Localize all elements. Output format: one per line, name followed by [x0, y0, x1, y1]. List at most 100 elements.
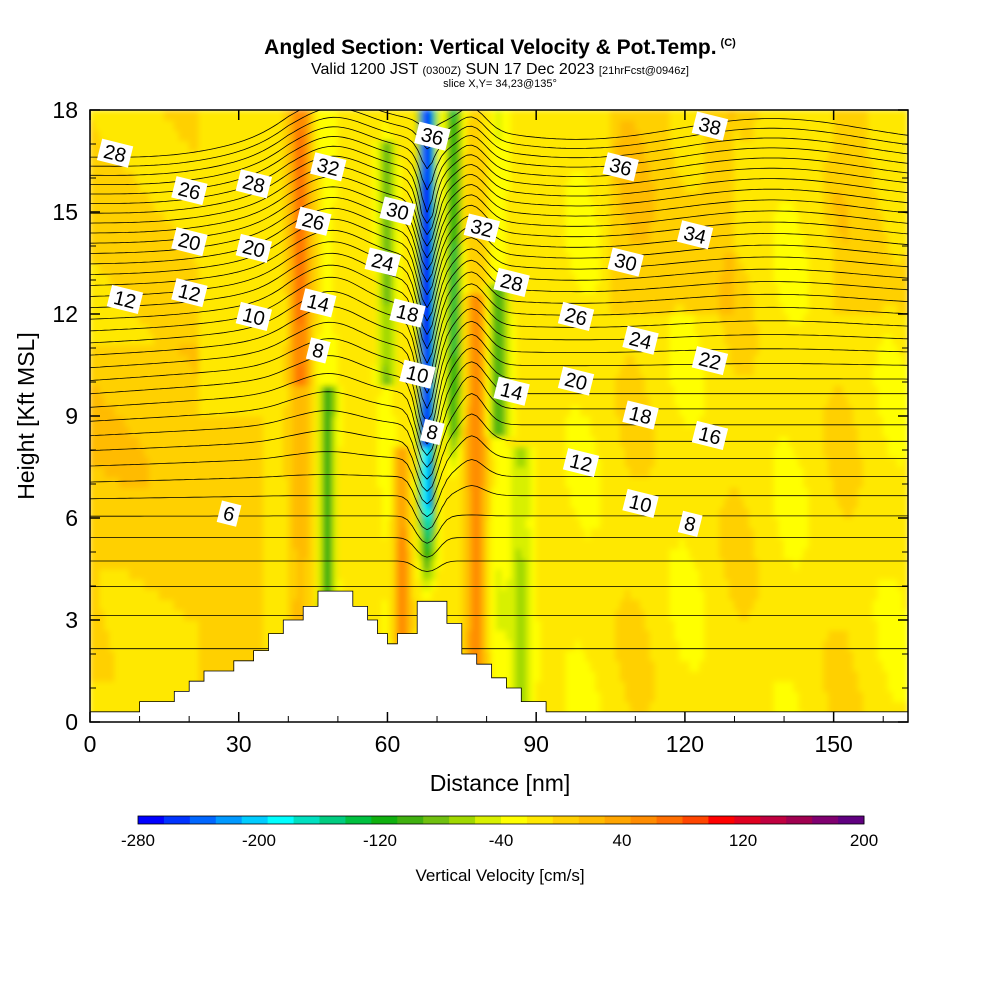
- colorbar-swatch: [501, 816, 528, 824]
- contour-label-text: 10: [404, 362, 431, 389]
- contour-label: 32: [310, 152, 347, 182]
- contour-label-bg: [677, 510, 703, 537]
- contour-label-text: 18: [627, 403, 654, 430]
- contour-label-bg: [557, 301, 595, 331]
- contour-label-text: 30: [384, 199, 411, 226]
- colorbar-frame: [137, 815, 865, 825]
- contour-line: [90, 126, 908, 191]
- contour-label-bg: [389, 298, 426, 328]
- theta-contours: [90, 110, 908, 650]
- contour-label-text: 20: [240, 236, 267, 263]
- contour-label-text: 16: [696, 423, 723, 450]
- contour-label-bg: [691, 420, 729, 450]
- y-tick-label: 12: [52, 301, 78, 327]
- colorbar-swatch: [578, 816, 606, 824]
- contour-label-text: 28: [498, 270, 525, 297]
- colorbar-swatch: [604, 816, 632, 824]
- colorbar-tick-label: 120: [729, 831, 757, 850]
- contour-label-text: 26: [176, 178, 203, 205]
- field-cells: [90, 110, 908, 722]
- contour-label: 34: [676, 220, 714, 250]
- colorbar-swatch: [449, 816, 476, 824]
- colorbar-swatch: [241, 816, 269, 824]
- contour-label-text: 36: [419, 124, 446, 151]
- x-tick-label: 150: [814, 731, 852, 757]
- contour-label-text: 26: [300, 209, 327, 236]
- contour-label-bg: [691, 111, 729, 141]
- contour-label-bg: [300, 288, 337, 318]
- contour-label-text: 34: [681, 222, 708, 249]
- contour-label: 12: [562, 448, 600, 478]
- contour-lines: [90, 110, 908, 650]
- contour-line: [90, 229, 908, 322]
- contour-label-bg: [305, 337, 331, 364]
- colorbar-swatch: [734, 816, 761, 824]
- contour-line: [90, 485, 908, 531]
- contour-label: 8: [677, 510, 703, 537]
- colorbar-swatch: [838, 816, 865, 824]
- contour-label-bg: [676, 220, 714, 250]
- colorbar-swatch: [345, 816, 372, 824]
- contour-label-bg: [171, 227, 208, 257]
- contour-line: [90, 306, 908, 409]
- colorbar-swatch: [552, 816, 580, 824]
- contour-label: 28: [96, 138, 134, 168]
- contour-label-bg: [96, 138, 134, 168]
- contour-label: 12: [106, 284, 144, 314]
- contour-label: 24: [622, 325, 659, 355]
- contour-label: 10: [399, 359, 436, 389]
- contour-label-text: 20: [176, 229, 203, 256]
- y-tick-label: 6: [65, 505, 78, 531]
- contour-label: 10: [622, 488, 659, 518]
- colorbar-swatch: [293, 816, 320, 824]
- contour-label-text: 14: [305, 290, 332, 317]
- contour-label: 24: [364, 247, 401, 277]
- contour-label-text: 22: [696, 348, 723, 375]
- contour-label-text: 28: [240, 171, 267, 198]
- contour-label: 16: [691, 420, 729, 450]
- colorbar-swatch: [760, 816, 787, 824]
- terrain: [89, 590, 909, 723]
- contour-line: [90, 459, 908, 518]
- contour-label: 14: [493, 376, 530, 406]
- colorbar-swatch: [189, 816, 217, 824]
- contour-line: [90, 110, 908, 158]
- contour-line: [90, 155, 908, 235]
- contour-label: 30: [607, 247, 644, 277]
- contour-label: 12: [171, 278, 208, 308]
- contour-label: 18: [389, 298, 426, 328]
- colorbar-tick-label: 200: [850, 831, 878, 850]
- colorbar-swatch: [708, 816, 735, 824]
- contour-line: [90, 176, 908, 259]
- y-axis-label: Height [Kft MSL]: [13, 332, 39, 499]
- contour-label-bg: [379, 196, 416, 226]
- contour-line: [90, 320, 908, 422]
- contour-label-text: 10: [627, 491, 654, 518]
- contour-label-text: 24: [369, 250, 396, 277]
- colorbar-swatch: [526, 816, 554, 824]
- contour-label-bg: [622, 325, 659, 355]
- contour-label-bg: [622, 488, 659, 518]
- contour-label-text: 12: [176, 280, 203, 307]
- colorbar-swatch: [163, 816, 191, 824]
- contour-label: 10: [235, 301, 273, 331]
- contour-label-text: 6: [221, 503, 237, 527]
- contour-label: 36: [414, 121, 451, 151]
- x-tick-label: 120: [666, 731, 704, 757]
- chart-title: Angled Section: Vertical Velocity & Pot.…: [264, 36, 736, 59]
- contour-label-bg: [295, 206, 332, 236]
- contour-label-text: 38: [696, 114, 723, 141]
- contour-line: [90, 165, 908, 247]
- contour-label: 32: [463, 213, 501, 243]
- slice-info: slice X,Y= 34,23@135°: [443, 78, 557, 90]
- y-tick-label: 9: [65, 403, 78, 429]
- contour-line: [90, 514, 908, 544]
- colorbar-label: Vertical Velocity [cm/s]: [415, 866, 584, 885]
- y-tick-label: 0: [65, 709, 78, 735]
- x-axis-label: Distance [nm]: [430, 770, 571, 796]
- contour-label-bg: [602, 152, 639, 182]
- contour-label-bg: [622, 400, 659, 430]
- contour-label-bg: [235, 169, 273, 199]
- contour-label: 8: [305, 337, 331, 364]
